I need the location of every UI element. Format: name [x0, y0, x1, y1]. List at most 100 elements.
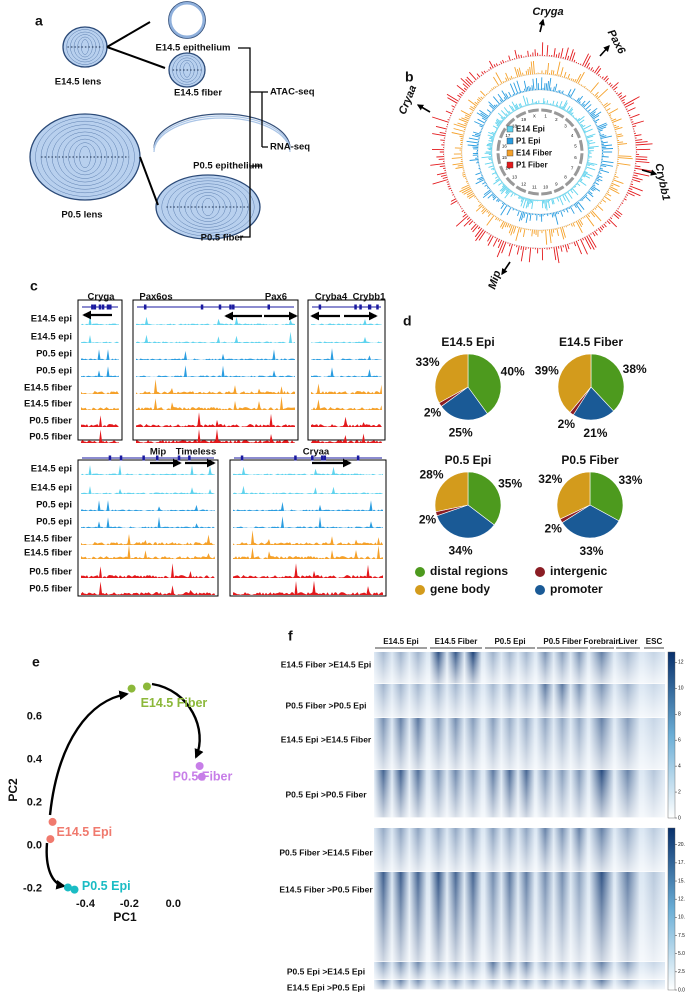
- pie-value-label: 35%: [498, 476, 522, 490]
- lens-drawing: [155, 174, 261, 240]
- column-label: E14.5 Epi: [383, 637, 419, 646]
- exon: [106, 304, 110, 310]
- epithelium-arc: [153, 117, 291, 153]
- lens-drawing: [153, 113, 291, 153]
- colorbar-tick-label: 2: [678, 789, 681, 795]
- coverage-track: [81, 415, 119, 427]
- colorbar-tick-label: 7.5: [678, 933, 685, 939]
- chromosome-arc: [515, 111, 527, 119]
- track-label: P0.5 epi: [36, 349, 72, 360]
- sample-label: P0.5 lens: [61, 210, 102, 221]
- browser-box: [229, 459, 387, 597]
- browser-box: [132, 299, 299, 441]
- chromosome-arc: [499, 127, 507, 139]
- chromosome-label: X: [533, 114, 536, 119]
- epithelium-arc: [153, 115, 291, 151]
- colorbar: [667, 827, 676, 991]
- exon: [354, 304, 357, 310]
- chromosome-label: 6: [574, 155, 577, 160]
- exon: [108, 455, 112, 461]
- track-signal: [481, 95, 599, 211]
- heatmap-fade: [374, 770, 665, 818]
- coverage-track: [311, 348, 382, 360]
- chromosome-label: 4: [571, 133, 574, 138]
- lens-fiber-line: [66, 29, 104, 65]
- coverage-track: [136, 379, 295, 394]
- pie-slice: [436, 504, 495, 539]
- pie-value-label: 33%: [416, 355, 440, 369]
- chromosome-label: 1: [544, 114, 547, 119]
- exon: [101, 304, 105, 310]
- colorbar-tick-label: 8: [678, 712, 681, 718]
- row-label: E14.5 Fiber >P0.5 Fiber: [279, 884, 373, 894]
- gene-label: Pax6: [265, 292, 287, 303]
- lens-drawing: [168, 52, 206, 88]
- legend-dot: [535, 585, 545, 595]
- coverage-track: [136, 365, 295, 377]
- row-label: P0.5 Epi >E14.5 Epi: [287, 966, 365, 976]
- colorbar-tick-label: 20.0: [678, 842, 685, 848]
- y-tick-label: -0.2: [23, 882, 42, 894]
- pie-value-label: 33%: [618, 473, 642, 487]
- coverage-track: [311, 336, 382, 343]
- panel-label: e: [32, 654, 40, 670]
- track-label: E14.5 fiber: [24, 399, 72, 410]
- pie-slice: [467, 471, 502, 526]
- column-label: Forebrain: [584, 637, 621, 646]
- pie-value-label: 39%: [535, 363, 559, 377]
- lens-fiber-line: [173, 183, 243, 231]
- exon: [376, 304, 379, 310]
- colorbar-tick-label: 12: [678, 660, 684, 666]
- lens-fiber-line: [35, 117, 135, 197]
- track-label: P0.5 epi: [36, 500, 72, 511]
- exon: [232, 304, 235, 310]
- chromosome-label: 8: [564, 175, 567, 180]
- chromosome-arc: [515, 185, 527, 193]
- coverage-track: [81, 366, 119, 377]
- gene-label: Crybb1: [353, 292, 386, 303]
- coverage-track: [81, 544, 215, 559]
- track-signal: [430, 42, 653, 264]
- gene-label: Cryaa: [397, 84, 420, 117]
- gene-label: Crybb1: [652, 162, 672, 202]
- gene-label: Pax6: [605, 28, 628, 57]
- coverage-track: [311, 433, 382, 443]
- lens-fiber-line: [161, 177, 255, 237]
- heatmap-fade: [374, 980, 665, 990]
- pie-title: E14.5 Fiber: [559, 335, 623, 349]
- column-label: P0.5 Epi: [494, 637, 525, 646]
- chromosome-arc: [541, 108, 553, 114]
- gene-pointer: [538, 18, 545, 33]
- chromosome-label: 15: [502, 155, 508, 160]
- coverage-track: [311, 399, 382, 410]
- coverage-track: [136, 412, 295, 427]
- legend-dot: [415, 567, 425, 577]
- chromosome-label: 13: [512, 175, 518, 180]
- track-label: E14.5 epi: [31, 464, 72, 475]
- legend-dot: [535, 567, 545, 577]
- legend-swatch: [506, 161, 514, 169]
- track-label: E14.5 fiber: [24, 383, 72, 394]
- pie-slice: [556, 471, 591, 520]
- bracket: [238, 47, 262, 238]
- pie-value-label: 2%: [545, 521, 563, 535]
- scatter-point: [197, 772, 206, 781]
- series-label: E14.5 Fiber: [141, 696, 208, 710]
- series-label: P0.5 Fiber: [173, 769, 233, 783]
- track-label: P0.5 fiber: [29, 584, 72, 595]
- exon: [294, 455, 297, 461]
- heatmap-fade: [374, 828, 665, 872]
- chromosome-label: 3: [564, 124, 567, 129]
- bracket-inner: [261, 91, 268, 148]
- coverage-track: [81, 581, 215, 595]
- track-signal: [466, 77, 614, 225]
- lens-fiber-line: [46, 124, 124, 190]
- chromosome-arc: [505, 117, 516, 128]
- row-label: P0.5 Fiber >E14.5 Fiber: [279, 847, 373, 857]
- track-label: P0.5 fiber: [29, 416, 72, 427]
- sample-label: E14.5 lens: [55, 77, 101, 88]
- epithelium-ring: [168, 1, 206, 39]
- colorbar-tick-label: 5.0: [678, 951, 685, 957]
- pie-slice: [589, 471, 624, 522]
- scatter-point: [63, 883, 72, 892]
